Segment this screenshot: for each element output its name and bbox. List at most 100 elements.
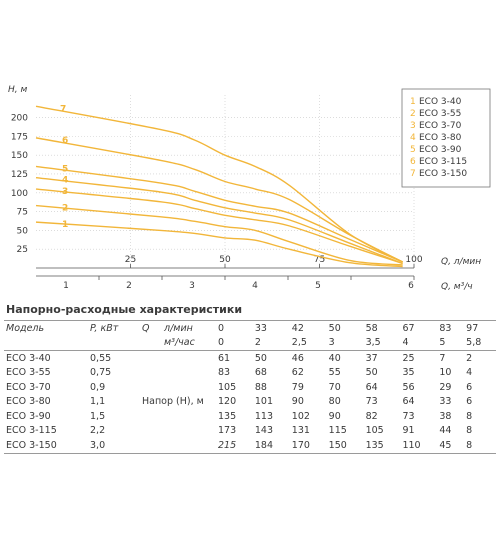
legend-entry: ECO 3-150 — [419, 169, 467, 179]
power-cell: 1,5 — [90, 410, 106, 422]
table-header-row-lmin: Модель P, кВт Q л/мин 0 33 42 50 58 67 8… — [4, 320, 496, 336]
head-value-cell: 61 — [218, 352, 231, 364]
curve-label: 1 — [62, 220, 68, 230]
head-value-cell: 102 — [291, 410, 310, 422]
model-cell: ECO 3-115 — [6, 425, 57, 437]
y-tick-label: 200 — [11, 114, 28, 124]
head-value-cell: 135 — [218, 410, 237, 422]
curve-6 — [35, 137, 403, 263]
curve-4 — [35, 177, 403, 265]
model-cell: ECO 3-55 — [6, 367, 51, 379]
head-value-cell: 8 — [466, 410, 473, 422]
legend-entry: ECO 3-115 — [419, 157, 467, 167]
q-m3h-cell: 5 — [437, 335, 465, 351]
model-column-header: Модель — [4, 320, 88, 336]
table-row: ECO 3-90 1,5 135 113 102 90 82 73 38 8 — [4, 409, 496, 424]
legend-number: 4 — [410, 133, 416, 143]
q-lmin-cell: 67 — [400, 320, 438, 336]
q-m3h-cell: 3 — [326, 335, 364, 351]
head-value-cell: 38 — [439, 410, 452, 422]
q-lmin-cell: 58 — [363, 320, 401, 336]
head-value-cell: 113 — [254, 410, 274, 422]
q-lmin-cell: 0 — [216, 320, 253, 336]
head-value-cell: 90 — [291, 396, 304, 408]
spacer-cell — [140, 438, 216, 454]
q-header: Q — [140, 320, 162, 336]
spacer-cell — [140, 366, 216, 381]
head-value-cell: 64 — [402, 396, 415, 408]
curve-label: 3 — [62, 187, 68, 197]
legend-number: 2 — [410, 109, 416, 119]
head-value-cell: 2 — [466, 352, 473, 364]
table-row: ECO 3-70 0,9 105 88 79 70 64 56 29 6 — [4, 380, 496, 395]
unit-lmin: л/мин — [162, 320, 216, 336]
legend-entry: ECO 3-40 — [419, 97, 462, 107]
head-value-cell: 8 — [466, 425, 473, 437]
head-value-cell: 105 — [218, 381, 237, 393]
curve-1 — [35, 221, 403, 268]
curve-label: 2 — [62, 204, 68, 214]
head-value-cell: 83 — [218, 367, 231, 379]
spacer-cell — [140, 380, 216, 395]
head-value-cell: 120 — [218, 396, 237, 408]
power-cell: 2,2 — [90, 425, 106, 437]
table-header-row-m3h: м³/час 0 2 2,5 3 3,5 4 5 5,8 — [4, 335, 496, 351]
spacer-cell — [140, 424, 216, 439]
x-tick-label-primary: 100 — [405, 255, 422, 265]
x-tick-label-secondary: 4 — [252, 281, 258, 291]
head-value-cell: 184 — [252, 438, 290, 454]
power-cell: 3,0 — [88, 438, 140, 454]
legend-box — [401, 88, 491, 188]
q-lmin-cell: 50 — [326, 320, 364, 336]
head-label: Напор (Н), м — [142, 396, 204, 408]
legend-number: 1 — [410, 97, 416, 107]
head-value-cell: 82 — [365, 410, 378, 422]
x-tick-label-secondary: 3 — [189, 281, 195, 291]
table-row: ECO 3-40 0,55 61 50 46 40 37 25 7 2 — [4, 351, 496, 366]
legend-number: 6 — [410, 157, 416, 167]
x-tick-label-primary: 50 — [219, 255, 231, 265]
x-tick-label-secondary: 1 — [63, 281, 69, 291]
head-value-cell: 135 — [363, 438, 401, 454]
legend-number: 3 — [410, 121, 416, 131]
curve-3 — [35, 188, 403, 265]
head-value-cell: 215 — [216, 438, 253, 454]
x-tick-label-primary: 75 — [314, 255, 325, 265]
head-value-cell: 110 — [400, 438, 438, 454]
spacer-cell — [140, 409, 216, 424]
x-tick-label-secondary: 2 — [126, 281, 132, 291]
y-tick-label: 50 — [17, 226, 29, 236]
curve-5 — [35, 165, 403, 263]
q-lmin-cell: 83 — [437, 320, 465, 336]
x-tick-label-secondary: 6 — [408, 281, 414, 291]
head-value-cell: 73 — [402, 410, 415, 422]
x-axis-label-primary: Q, л/мин — [441, 257, 481, 267]
chart-curves: 1 2 34 5 6 7 — [35, 104, 403, 268]
head-value-cell: 62 — [291, 367, 304, 379]
performance-table: Модель P, кВт Q л/мин 0 33 42 50 58 67 8… — [4, 320, 496, 454]
head-value-cell: 7 — [439, 352, 446, 364]
power-cell: 0,55 — [90, 352, 112, 364]
head-value-cell: 55 — [328, 367, 341, 379]
head-value-cell: 131 — [291, 425, 310, 437]
q-m3h-cell: 2,5 — [289, 335, 327, 351]
curve-label: 7 — [60, 104, 66, 114]
head-value-cell: 44 — [439, 425, 452, 437]
head-value-cell: 50 — [254, 352, 267, 364]
q-m3h-cell: 3,5 — [363, 335, 401, 351]
q-m3h-cell: 5,8 — [464, 335, 496, 351]
table-row: ECO 3-80 1,1 Напор (Н), м 120 101 90 80 73 64 33 6 — [4, 395, 496, 410]
head-value-cell: 6 — [466, 396, 473, 408]
head-value-cell: 25 — [402, 352, 415, 364]
head-value-cell: 90 — [328, 410, 341, 422]
q-m3h-cell: 4 — [400, 335, 438, 351]
head-value-cell: 6 — [466, 381, 473, 393]
head-value-cell: 150 — [326, 438, 364, 454]
head-value-cell: 105 — [365, 425, 384, 437]
q-lmin-cell: 97 — [464, 320, 496, 336]
head-value-cell: 56 — [402, 381, 415, 393]
head-value-cell: 70 — [328, 381, 341, 393]
curve-2 — [35, 204, 403, 266]
